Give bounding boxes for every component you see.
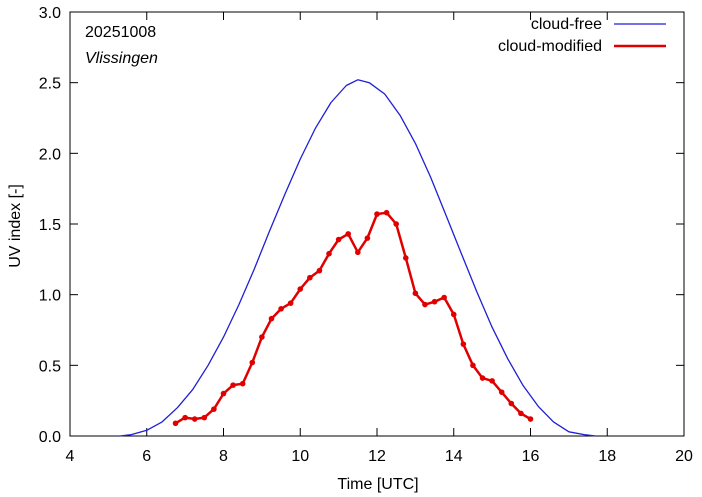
legend-label-cloud-modified: cloud-modified xyxy=(498,38,602,55)
data-point xyxy=(268,315,275,322)
data-point xyxy=(259,334,265,340)
data-point xyxy=(211,406,217,412)
x-axis-title: Time [UTC] xyxy=(337,476,418,493)
x-tick-label: 6 xyxy=(142,448,151,465)
x-tick-label: 12 xyxy=(368,448,386,465)
data-point xyxy=(393,221,399,227)
data-point xyxy=(182,414,188,421)
data-point xyxy=(220,390,227,397)
x-tick-label: 20 xyxy=(675,448,693,465)
data-point xyxy=(191,416,198,422)
x-tick-label: 8 xyxy=(219,448,228,465)
data-point xyxy=(441,294,447,301)
legend-label-cloud-free: cloud-free xyxy=(531,16,602,33)
plot-frame xyxy=(69,11,685,437)
data-point xyxy=(489,378,495,384)
data-point xyxy=(402,255,409,261)
data-point xyxy=(527,416,534,422)
data-point xyxy=(412,290,419,297)
y-tick-label: 2.0 xyxy=(39,146,61,163)
data-point xyxy=(172,420,179,427)
y-tick-label: 1.0 xyxy=(39,288,61,305)
x-tick-label: 18 xyxy=(598,448,616,465)
data-point xyxy=(297,286,304,292)
y-tick-label: 0.5 xyxy=(39,358,61,375)
annotation-station: Vlissingen xyxy=(85,50,158,67)
data-point xyxy=(364,235,371,241)
data-point xyxy=(383,209,390,216)
data-point xyxy=(355,249,361,256)
data-point xyxy=(249,359,256,366)
series-layer xyxy=(119,79,596,437)
data-point xyxy=(508,400,515,407)
x-tick-label: 14 xyxy=(445,448,463,465)
y-axis-title: UV index [-] xyxy=(7,184,24,268)
data-point xyxy=(374,211,380,217)
data-point xyxy=(422,301,428,308)
y-tick-label: 2.5 xyxy=(39,76,61,93)
y-tick-label: 0.0 xyxy=(39,429,61,446)
data-point xyxy=(278,306,284,312)
data-point xyxy=(335,236,342,243)
data-point xyxy=(470,362,476,369)
data-point xyxy=(239,380,246,387)
plot-area xyxy=(69,11,685,437)
data-point xyxy=(307,274,313,281)
data-point xyxy=(316,267,323,274)
data-point xyxy=(498,389,505,395)
data-point xyxy=(287,300,294,306)
series-cloud-modified xyxy=(172,209,534,427)
x-axis: 4 6 8 10 12 14 16 18 20 xyxy=(66,12,693,465)
series-line-cloud-free xyxy=(119,79,596,437)
y-tick-label: 1.5 xyxy=(39,217,61,234)
data-point xyxy=(460,341,467,347)
x-tick-label: 4 xyxy=(66,448,75,465)
legend: cloud-free cloud-modified xyxy=(498,16,666,55)
series-cloud-free xyxy=(119,79,596,437)
x-tick-label: 10 xyxy=(291,448,309,465)
y-axis: 0.0 0.5 1.0 1.5 2.0 2.5 3.0 xyxy=(39,5,684,446)
data-point xyxy=(345,231,352,237)
x-tick-label: 16 xyxy=(522,448,540,465)
annotation-date: 20251008 xyxy=(85,24,156,41)
series-line-cloud-modified xyxy=(174,211,532,425)
data-point xyxy=(326,250,332,257)
data-point xyxy=(518,410,524,417)
data-point xyxy=(450,311,457,318)
y-tick-label: 3.0 xyxy=(39,5,61,22)
data-point xyxy=(230,382,236,388)
data-point xyxy=(431,298,438,305)
data-point xyxy=(201,414,208,421)
data-point xyxy=(479,375,486,381)
